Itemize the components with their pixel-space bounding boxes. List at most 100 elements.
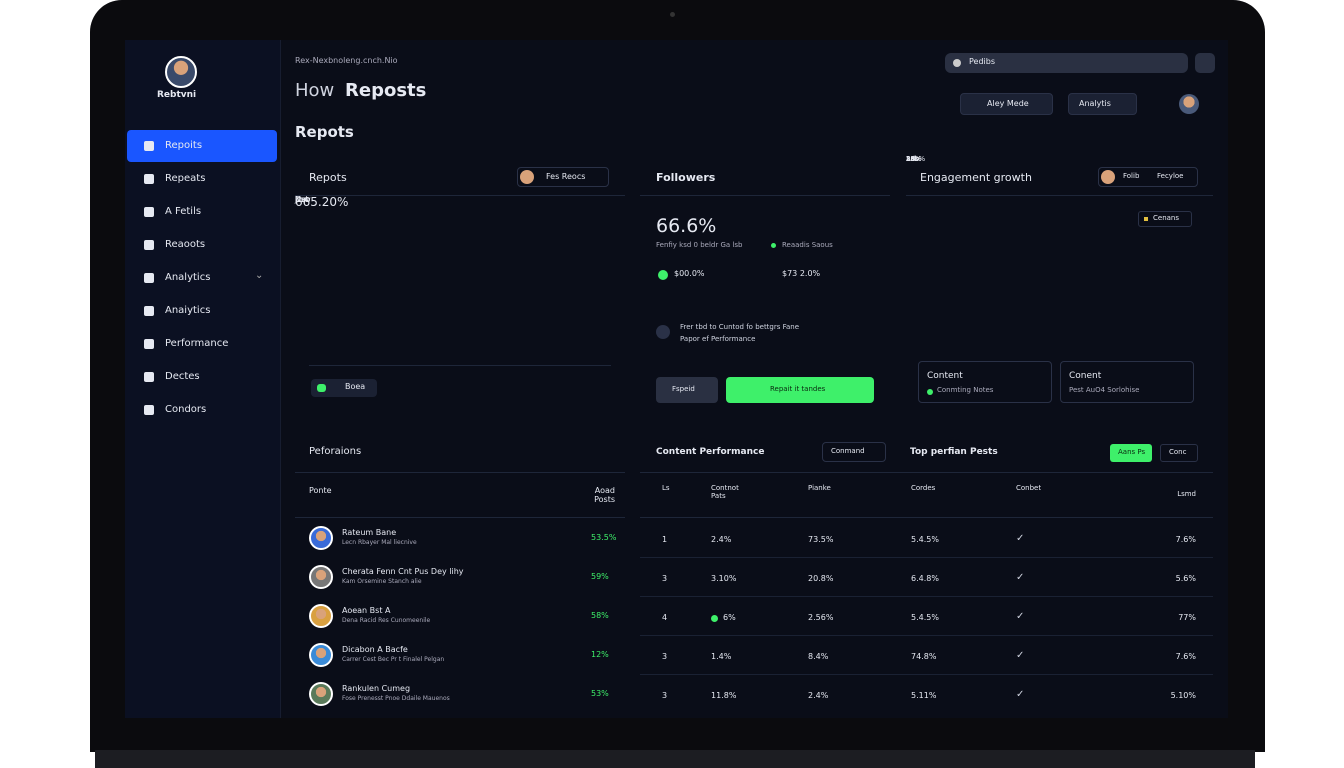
nav-item[interactable]: Repoits [127, 130, 277, 162]
table-cell: 3 [662, 691, 668, 700]
performer-value: 58% [591, 611, 609, 620]
table-cell: 73.5% [808, 535, 834, 544]
dropdown[interactable]: Conmand [822, 442, 886, 462]
nav-icon [144, 174, 154, 184]
select[interactable]: Content Conmting Notes [918, 361, 1052, 403]
value-dot [658, 270, 668, 280]
column-header: Cordes [911, 484, 936, 492]
card: Content Performance Conmand Top perfian Pe… [640, 430, 1213, 718]
card-title: Followers [656, 171, 716, 184]
table-cell: 3.10% [711, 574, 737, 583]
performer-value: 59% [591, 572, 609, 581]
performer-name: Dicabon A Bacfe [342, 645, 408, 654]
user-name: Rebtvni [157, 90, 197, 100]
chip-dot [317, 384, 326, 392]
y-tick-label: 20% [906, 155, 922, 163]
y-tick-label: 28% [906, 155, 922, 163]
table-cell: 6% [723, 613, 736, 622]
table-cell: 5.4.5% [911, 613, 939, 622]
column-header: Pianke [808, 484, 831, 492]
check-icon: ✓ [1016, 650, 1025, 661]
table-cell: 2.4% [808, 691, 829, 700]
screen: Rebtvni Repoits Repeats A Fetils Reaoots Anal… [125, 40, 1228, 718]
check-icon: ✓ [1016, 533, 1025, 544]
divider [640, 195, 890, 196]
select-dot [927, 389, 933, 395]
sidebar: Rebtvni Repoits Repeats A Fetils Reaoots Anal… [125, 40, 281, 718]
nav-item[interactable]: A Fetils [127, 196, 277, 228]
outline-button[interactable]: Conc [1160, 444, 1198, 462]
x-tick-label: 2st [906, 155, 917, 163]
row-divider [640, 635, 1213, 636]
x-tick-label: 2ab [906, 155, 920, 163]
control-button[interactable]: Analytis [1068, 93, 1137, 115]
column-header: Ls [662, 484, 670, 492]
x-tick-label: Uso [295, 195, 310, 204]
breadcrumb: Rex-Nexbnoleng.cnch.Nio [295, 56, 398, 65]
table-cell: 7.6% [1175, 652, 1196, 661]
table-cell: 8.4% [808, 652, 829, 661]
nav-icon [144, 306, 154, 316]
note-icon [656, 325, 670, 339]
right-value: $73 2.0% [782, 269, 821, 278]
footer-chip[interactable]: Boea [311, 379, 377, 397]
y-tick-label: 3Ss% [906, 155, 926, 163]
nav-item[interactable]: Dectes [127, 361, 277, 393]
select[interactable]: Conent Pest AuO4 Sorlohise [1060, 361, 1194, 403]
button-label: Aans Ps [1118, 448, 1146, 456]
dropdown-label: Conmand [831, 447, 865, 455]
card-title: Peforaions [309, 446, 362, 457]
button-label: Repait it tandes [770, 385, 826, 393]
card-title: Content Performance [656, 447, 765, 457]
nav-label: Performance [165, 338, 229, 349]
nav-label: Repeats [165, 173, 206, 184]
green-button[interactable]: Aans Ps [1110, 444, 1152, 462]
performer-name: Aoean Bst A [342, 606, 391, 615]
chips[interactable]: Folib Fecyloe [1098, 167, 1198, 187]
annotation: 665.20% [295, 195, 349, 209]
dropdown-label: Fes Reocs [546, 172, 586, 181]
user-avatar [1179, 94, 1199, 114]
table-cell: 1 [662, 535, 668, 544]
nav-label: Condors [165, 404, 207, 415]
status-dot [711, 615, 718, 622]
table-cell: 3 [662, 574, 668, 583]
secondary-button[interactable]: Fspeid [656, 377, 718, 403]
chip-label: Folib [1123, 172, 1140, 180]
performer-name: Rateum Bane [342, 528, 397, 537]
title: Reposts [345, 80, 427, 101]
nav-item[interactable]: Analytics ⌄ [127, 262, 277, 294]
control-button[interactable]: Aley Mede [960, 93, 1053, 115]
nav-item[interactable]: Condors [127, 394, 277, 426]
dropdown[interactable]: Fes Reocs [517, 167, 609, 187]
check-icon: ✓ [1016, 611, 1025, 622]
dropdown-avatar [520, 170, 534, 184]
page-title: Repots [295, 123, 354, 141]
legend-label: Cenans [1153, 214, 1180, 222]
primary-button[interactable]: Repait it tandes [726, 377, 874, 403]
divider [309, 365, 611, 366]
column-header: Lsmd [1177, 490, 1196, 498]
performer-value: 12% [591, 650, 609, 659]
title-prefix: How [295, 80, 335, 101]
divider [640, 472, 1213, 473]
nav-icon [144, 339, 154, 349]
legend-dot [771, 243, 776, 248]
footer-label: Boea [345, 382, 366, 391]
performer-name: Rankulen Cumeg [342, 684, 411, 693]
divider [295, 195, 625, 196]
column-header: Conbet [1016, 484, 1042, 492]
nav-item[interactable]: Performance [127, 328, 277, 360]
table-cell: 2.4% [711, 535, 732, 544]
nav-item[interactable]: Anaiytics [127, 295, 277, 327]
nav-item[interactable]: Reaoots [127, 229, 277, 261]
check-icon: ✓ [1016, 572, 1025, 583]
card: Repots Fes Reocs Nov Dzb Uso Jzs Nov 665.20% Boe… [295, 155, 625, 412]
y-tick-label: 5% [906, 155, 918, 163]
close-button[interactable] [1195, 53, 1215, 73]
search[interactable]: Pedibs [945, 53, 1188, 73]
nav-item[interactable]: Repeats [127, 163, 277, 195]
performer-sub: Dena Racid Res Cunomeenile [342, 617, 431, 624]
avatar [309, 682, 333, 706]
